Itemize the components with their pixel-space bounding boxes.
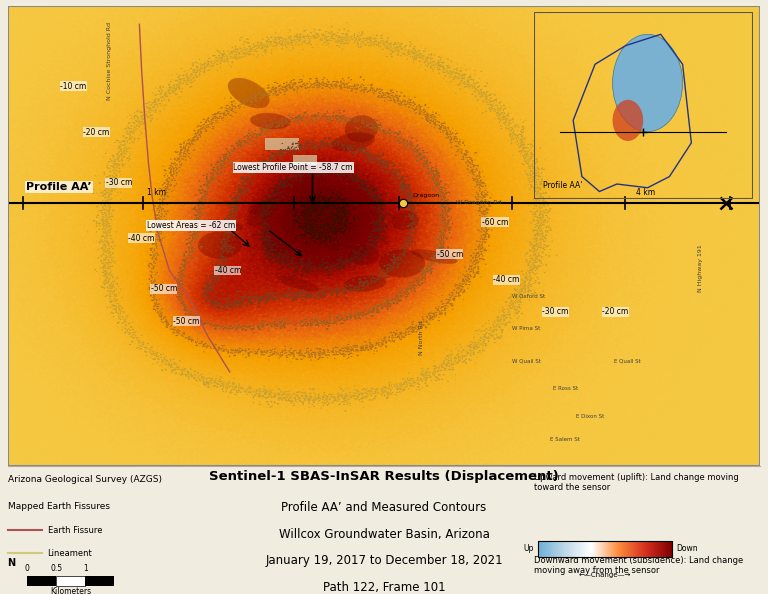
Ellipse shape <box>263 237 293 254</box>
Text: Profile AA’ and Measured Contours: Profile AA’ and Measured Contours <box>281 501 487 514</box>
Ellipse shape <box>200 219 243 230</box>
Text: Dragoon: Dragoon <box>412 193 440 198</box>
Ellipse shape <box>313 205 353 234</box>
Text: 1 km: 1 km <box>147 188 166 197</box>
Text: -40 cm: -40 cm <box>493 275 519 284</box>
Text: Mapped Earth Fissures: Mapped Earth Fissures <box>8 502 110 511</box>
Ellipse shape <box>345 115 378 143</box>
Text: N Highway 191: N Highway 191 <box>697 245 703 292</box>
Text: ←—Change—→: ←—Change—→ <box>578 572 631 578</box>
Text: Sentinel-1 SBAS-InSAR Results (Displacement): Sentinel-1 SBAS-InSAR Results (Displacem… <box>209 470 559 483</box>
Ellipse shape <box>228 78 270 108</box>
Ellipse shape <box>286 201 303 212</box>
Text: Down: Down <box>676 544 697 554</box>
Ellipse shape <box>277 276 319 292</box>
Ellipse shape <box>292 174 327 203</box>
Bar <box>56 576 85 586</box>
Text: Lineament: Lineament <box>48 549 92 558</box>
Text: W Pima St: W Pima St <box>512 327 540 331</box>
Text: -30 cm: -30 cm <box>105 178 132 188</box>
Text: January 19, 2017 to December 18, 2021: January 19, 2017 to December 18, 2021 <box>265 554 503 567</box>
Text: 0: 0 <box>25 564 29 573</box>
Ellipse shape <box>198 232 242 259</box>
Text: W Oxford St: W Oxford St <box>512 294 545 299</box>
Bar <box>266 138 300 150</box>
Text: Downward movement (subsidence): Land change
moving away from the sensor: Downward movement (subsidence): Land cha… <box>534 556 743 575</box>
Text: Lowest Areas = -62 cm: Lowest Areas = -62 cm <box>147 221 235 230</box>
Text: E Ross St: E Ross St <box>553 386 578 391</box>
Text: N North Rd: N North Rd <box>419 320 424 355</box>
Text: -50 cm: -50 cm <box>174 317 200 326</box>
Text: -40 cm: -40 cm <box>128 233 154 243</box>
Text: Lowest Profile Point = -58.7 cm: Lowest Profile Point = -58.7 cm <box>233 163 353 172</box>
Ellipse shape <box>379 249 425 277</box>
Text: Kilometers: Kilometers <box>50 587 91 594</box>
Ellipse shape <box>613 34 683 132</box>
Text: Profile AA’: Profile AA’ <box>26 182 92 192</box>
Text: 0.5: 0.5 <box>50 564 62 573</box>
Bar <box>85 576 114 586</box>
Ellipse shape <box>613 100 643 141</box>
Text: -10 cm: -10 cm <box>61 82 87 91</box>
Text: -50 cm: -50 cm <box>437 250 463 259</box>
Text: E Salem St: E Salem St <box>550 437 579 442</box>
Text: -40 cm: -40 cm <box>214 266 241 275</box>
Text: E Quall St: E Quall St <box>614 359 641 364</box>
Ellipse shape <box>347 245 379 265</box>
Text: E Dixon St: E Dixon St <box>576 414 604 419</box>
Text: -20 cm: -20 cm <box>602 307 628 317</box>
Ellipse shape <box>343 276 386 292</box>
Text: Earth Fissure: Earth Fissure <box>48 526 102 535</box>
Bar <box>293 155 317 165</box>
Text: -20 cm: -20 cm <box>83 128 109 137</box>
Ellipse shape <box>331 132 375 151</box>
Text: -60 cm: -60 cm <box>482 217 508 226</box>
Text: Arizona Geological Survey (AZGS): Arizona Geological Survey (AZGS) <box>8 475 162 484</box>
Ellipse shape <box>248 202 267 214</box>
Text: 4 km: 4 km <box>636 188 655 197</box>
Text: 1: 1 <box>83 564 88 573</box>
Text: W Quail St: W Quail St <box>512 359 541 364</box>
Text: Willcox Groundwater Basin, Arizona: Willcox Groundwater Basin, Arizona <box>279 527 489 541</box>
Text: Upward movement (uplift): Land change moving
toward the sensor: Upward movement (uplift): Land change mo… <box>534 473 739 492</box>
Bar <box>27 576 56 586</box>
Text: N: N <box>7 558 15 568</box>
Text: Up: Up <box>523 544 534 554</box>
Text: -30 cm: -30 cm <box>542 307 568 317</box>
Text: Profile AA’: Profile AA’ <box>542 181 582 189</box>
Text: N Cochise Stronghold Rd: N Cochise Stronghold Rd <box>107 22 112 100</box>
Ellipse shape <box>247 199 278 226</box>
Ellipse shape <box>412 249 458 264</box>
Ellipse shape <box>392 211 419 230</box>
Text: Path 122, Frame 101: Path 122, Frame 101 <box>323 581 445 594</box>
Ellipse shape <box>250 113 290 129</box>
Text: W Dragoon Rd: W Dragoon Rd <box>455 200 501 206</box>
Text: -50 cm: -50 cm <box>151 285 177 293</box>
